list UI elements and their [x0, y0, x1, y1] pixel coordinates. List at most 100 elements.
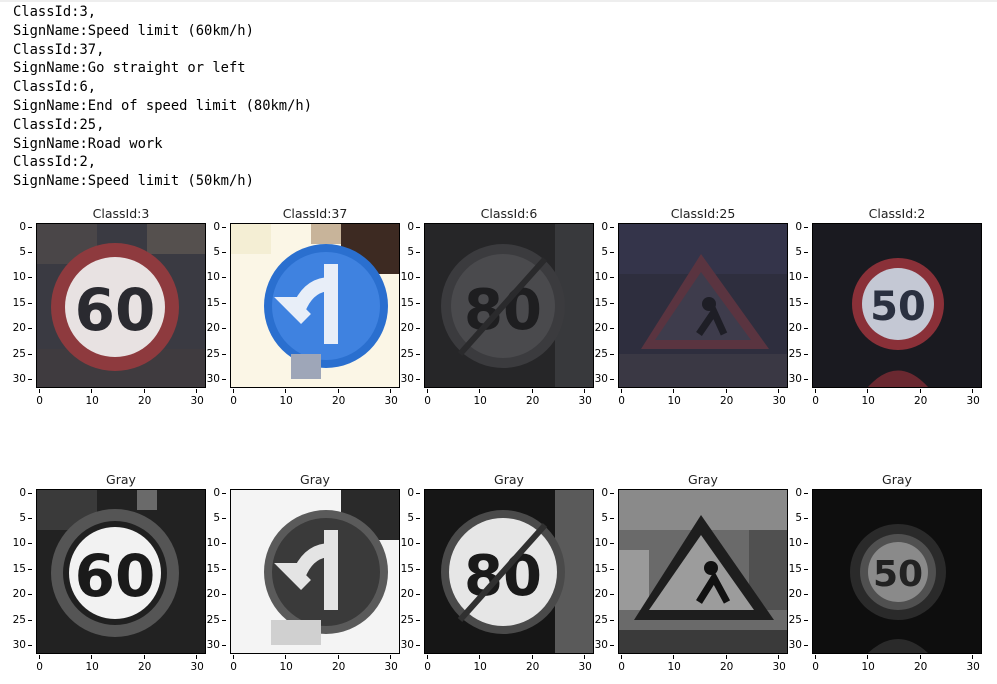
- y-tick-label: 25: [584, 348, 608, 360]
- y-tick-label: 30: [2, 373, 26, 385]
- x-tick-label: 0: [28, 661, 52, 673]
- x-tick-label: 20: [327, 395, 351, 407]
- y-tick-label: 10: [584, 537, 608, 549]
- output-line: SignName:Go straight or left: [13, 59, 312, 78]
- speed-limit-60-sign-gray-image: 60: [36, 489, 206, 654]
- y-tick-label: 10: [390, 271, 414, 283]
- y-tick-label: 20: [2, 588, 26, 600]
- y-tick-label: 15: [196, 297, 220, 309]
- y-tick-label: 25: [778, 614, 802, 626]
- subplot-title: Gray: [424, 472, 594, 487]
- output-line: SignName:Speed limit (60km/h): [13, 22, 312, 41]
- output-line: SignName:Speed limit (50km/h): [13, 172, 312, 191]
- y-tick-label: 10: [2, 271, 26, 283]
- x-tick-label: 30: [185, 661, 209, 673]
- road-work-sign-image: [618, 223, 788, 388]
- x-tick-label: 20: [133, 395, 157, 407]
- x-tick-label: 0: [416, 395, 440, 407]
- y-tick-label: 30: [196, 373, 220, 385]
- y-tick-label: 30: [778, 373, 802, 385]
- x-tick-label: 30: [767, 661, 791, 673]
- x-tick-label: 0: [804, 661, 828, 673]
- y-tick-label: 10: [196, 271, 220, 283]
- subplot-title: Gray: [36, 472, 206, 487]
- y-tick-label: 10: [196, 537, 220, 549]
- subplot-title: Gray: [230, 472, 400, 487]
- subplot-title: ClassId:25: [618, 206, 788, 221]
- subplot-title: ClassId:2: [812, 206, 982, 221]
- x-tick-label: 0: [222, 661, 246, 673]
- y-tick-label: 15: [390, 297, 414, 309]
- x-tick-label: 0: [222, 395, 246, 407]
- end-of-speed-limit-80-sign-image: 80: [424, 223, 594, 388]
- output-line: ClassId:3,: [13, 3, 312, 22]
- y-tick-label: 15: [2, 563, 26, 575]
- y-tick-label: 5: [778, 246, 802, 258]
- x-tick-label: 30: [573, 395, 597, 407]
- y-tick-label: 30: [390, 373, 414, 385]
- y-tick-label: 30: [196, 639, 220, 651]
- x-tick-label: 30: [185, 395, 209, 407]
- y-tick-label: 5: [584, 512, 608, 524]
- output-line: ClassId:2,: [13, 153, 312, 172]
- y-tick-label: 5: [390, 512, 414, 524]
- y-tick-label: 20: [390, 322, 414, 334]
- speed-limit-50-sign-image: 50: [812, 223, 982, 388]
- y-tick-label: 25: [390, 614, 414, 626]
- speed-limit-60-sign-image: 60: [36, 223, 206, 388]
- y-tick-label: 0: [2, 487, 26, 499]
- speed-limit-50-sign-gray-image: 50: [812, 489, 982, 654]
- y-tick-label: 0: [390, 221, 414, 233]
- y-tick-label: 5: [2, 246, 26, 258]
- end-of-speed-limit-80-sign-gray-image: 80: [424, 489, 594, 654]
- x-tick-label: 10: [80, 661, 104, 673]
- y-tick-label: 5: [584, 246, 608, 258]
- y-tick-label: 10: [2, 537, 26, 549]
- road-work-sign-gray-image: [618, 489, 788, 654]
- y-tick-label: 30: [584, 373, 608, 385]
- output-line: SignName:End of speed limit (80km/h): [13, 97, 312, 116]
- y-tick-label: 25: [584, 614, 608, 626]
- cell-output-text: ClassId:3, SignName:Speed limit (60km/h) C…: [13, 3, 312, 191]
- y-tick-label: 0: [196, 221, 220, 233]
- sign-number: 60: [75, 542, 156, 610]
- x-tick-label: 20: [715, 661, 739, 673]
- sign-number: 50: [870, 284, 926, 330]
- subplot-title: Gray: [618, 472, 788, 487]
- y-tick-label: 15: [2, 297, 26, 309]
- go-straight-or-left-sign-gray-image: [230, 489, 400, 654]
- subplot-title: ClassId:37: [230, 206, 400, 221]
- x-tick-label: 30: [379, 661, 403, 673]
- output-line: ClassId:37,: [13, 41, 312, 60]
- y-tick-label: 20: [196, 322, 220, 334]
- y-tick-label: 0: [196, 487, 220, 499]
- y-tick-label: 5: [390, 246, 414, 258]
- y-tick-label: 25: [2, 348, 26, 360]
- y-tick-label: 10: [778, 537, 802, 549]
- x-tick-label: 20: [521, 395, 545, 407]
- y-tick-label: 10: [778, 271, 802, 283]
- y-tick-label: 25: [778, 348, 802, 360]
- x-tick-label: 10: [856, 395, 880, 407]
- subplot-title: ClassId:6: [424, 206, 594, 221]
- output-line: SignName:Road work: [13, 135, 312, 154]
- x-tick-label: 10: [662, 395, 686, 407]
- x-tick-label: 20: [715, 395, 739, 407]
- y-tick-label: 0: [2, 221, 26, 233]
- y-tick-label: 15: [584, 563, 608, 575]
- y-tick-label: 20: [778, 322, 802, 334]
- y-tick-label: 30: [778, 639, 802, 651]
- x-tick-label: 10: [468, 395, 492, 407]
- x-tick-label: 0: [610, 395, 634, 407]
- y-tick-label: 0: [390, 487, 414, 499]
- y-tick-label: 25: [2, 614, 26, 626]
- x-tick-label: 0: [610, 661, 634, 673]
- x-tick-label: 30: [767, 395, 791, 407]
- x-tick-label: 10: [856, 661, 880, 673]
- y-tick-label: 0: [584, 487, 608, 499]
- y-tick-label: 0: [584, 221, 608, 233]
- sign-number: 50: [873, 554, 923, 595]
- x-tick-label: 30: [379, 395, 403, 407]
- y-tick-label: 25: [196, 614, 220, 626]
- y-tick-label: 5: [2, 512, 26, 524]
